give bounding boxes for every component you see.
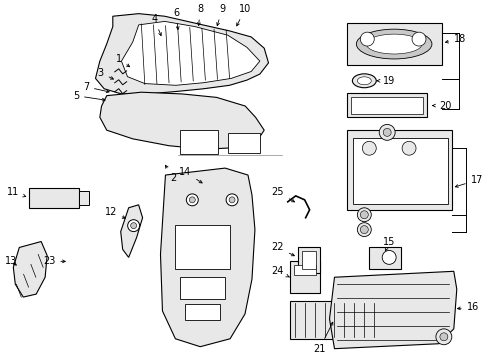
Bar: [346, 130, 451, 210]
Polygon shape: [79, 191, 89, 205]
Text: 20: 20: [432, 100, 450, 111]
Ellipse shape: [225, 194, 238, 206]
Text: 21: 21: [313, 322, 332, 354]
Text: 5: 5: [73, 91, 105, 101]
Ellipse shape: [439, 333, 447, 341]
Text: 23: 23: [43, 256, 65, 266]
Ellipse shape: [356, 29, 431, 59]
Ellipse shape: [383, 129, 390, 136]
Bar: [175, 225, 230, 269]
Text: 6: 6: [173, 8, 179, 30]
Text: 11: 11: [7, 187, 26, 197]
Polygon shape: [100, 92, 264, 149]
Ellipse shape: [357, 208, 370, 222]
Text: 16: 16: [457, 302, 478, 312]
Polygon shape: [13, 242, 47, 297]
Ellipse shape: [189, 197, 195, 203]
Text: 13: 13: [5, 256, 18, 266]
Text: 18: 18: [445, 34, 465, 44]
Text: 17: 17: [454, 175, 482, 187]
Text: 4: 4: [151, 14, 161, 36]
Bar: [227, 133, 260, 153]
Text: 25: 25: [271, 187, 294, 202]
Bar: [180, 130, 218, 154]
Ellipse shape: [357, 223, 370, 237]
Ellipse shape: [127, 220, 139, 231]
Bar: [346, 93, 426, 117]
Text: 8: 8: [197, 4, 203, 26]
Ellipse shape: [228, 197, 235, 203]
Text: 2: 2: [165, 165, 176, 183]
Ellipse shape: [357, 77, 370, 85]
Ellipse shape: [130, 223, 136, 229]
Bar: [346, 23, 441, 65]
Text: 9: 9: [216, 4, 225, 26]
Ellipse shape: [360, 211, 367, 219]
Bar: [29, 188, 79, 208]
Text: 3: 3: [98, 68, 113, 79]
Ellipse shape: [379, 125, 394, 140]
Bar: [180, 277, 224, 299]
Bar: [368, 247, 400, 269]
Bar: [301, 251, 315, 269]
Text: 10: 10: [236, 4, 251, 26]
Ellipse shape: [186, 194, 198, 206]
Ellipse shape: [362, 141, 375, 155]
Bar: [289, 301, 379, 339]
Bar: [185, 304, 220, 320]
Bar: [289, 261, 319, 293]
Text: 19: 19: [376, 76, 394, 86]
Polygon shape: [121, 21, 259, 85]
Text: 24: 24: [271, 266, 289, 277]
Text: 22: 22: [271, 243, 294, 256]
Ellipse shape: [435, 329, 451, 345]
Ellipse shape: [366, 34, 421, 54]
Polygon shape: [329, 271, 456, 349]
Bar: [293, 265, 315, 275]
Ellipse shape: [360, 32, 373, 46]
Polygon shape: [160, 168, 254, 347]
Polygon shape: [121, 205, 142, 257]
Ellipse shape: [360, 226, 367, 234]
Polygon shape: [95, 14, 268, 94]
Ellipse shape: [411, 32, 425, 46]
Bar: [353, 138, 447, 204]
Ellipse shape: [382, 251, 395, 264]
Ellipse shape: [352, 74, 375, 88]
Ellipse shape: [401, 141, 415, 155]
Text: 14: 14: [179, 167, 202, 183]
Text: 12: 12: [104, 207, 125, 218]
Bar: [297, 247, 319, 273]
Text: 1: 1: [116, 54, 129, 67]
Text: 7: 7: [82, 82, 109, 93]
Text: 15: 15: [382, 237, 395, 251]
Bar: [351, 96, 422, 113]
